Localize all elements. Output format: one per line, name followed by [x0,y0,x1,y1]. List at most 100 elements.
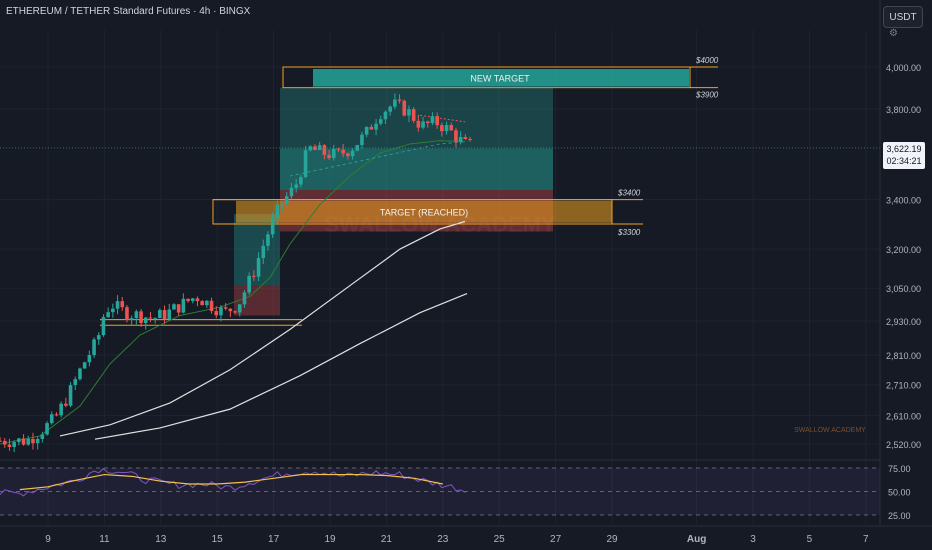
candle-body [35,438,40,444]
rsi-signal-line [19,473,443,491]
x-tick-label: 19 [324,534,336,545]
candle-body [153,318,157,320]
candle-body [280,203,284,205]
candle-body [421,121,425,128]
new-target-label: NEW TARGET [470,73,530,83]
y-tick-label: 3,400.00 [886,196,921,206]
candle-body [87,355,92,363]
position-profit-zone-2b [280,148,553,191]
y-tick-label: 2,810.00 [886,351,921,361]
x-tick-label: 15 [212,534,224,545]
new-target-box [313,69,689,87]
candle-body [78,368,82,380]
candle-body [92,339,96,356]
x-tick-label: 17 [268,534,280,545]
candle-body [115,301,120,309]
candle-body [317,145,322,150]
candles-group [0,93,472,453]
candle-body [0,440,2,442]
candle-body [266,234,270,246]
y-tick-label: 3,800.00 [886,105,921,115]
x-tick-label: 13 [155,534,167,545]
candle-body [294,184,298,188]
candle-body [458,137,463,142]
candle-body [120,301,125,308]
candle-body [275,204,280,219]
candle-body [346,153,350,157]
candle-body [49,414,54,424]
y-tick-label: 2,930.00 [886,317,921,327]
candle-body [219,307,223,316]
candle-body [341,149,345,154]
candle-body [31,438,35,444]
candle-body [190,298,195,302]
candle-body [45,423,49,435]
rsi-level-label: 50.00 [888,488,911,498]
candle-body [449,124,454,131]
candle-body [233,311,237,313]
candle-body [256,258,261,277]
x-tick-label: 21 [381,534,393,545]
x-tick-label: Aug [687,534,706,545]
candle-body [139,311,143,323]
position-profit-zone-2a [280,87,553,149]
candle-body [303,150,308,178]
candle-body [237,304,242,313]
x-tick-label: 25 [494,534,506,545]
candle-body [299,177,303,185]
small-watermark-text: SWALLOW ACADEMY [794,427,866,434]
candle-body [407,109,411,116]
candle-body [129,318,134,320]
candle-body [228,308,233,312]
candle-body [186,298,190,302]
x-tick-label: 23 [437,534,449,545]
candle-body [82,362,87,369]
candle-body [172,304,176,310]
ma-line-slow [94,293,468,440]
candle-body [331,148,336,158]
candle-body [162,310,167,320]
candle-body [350,150,355,157]
x-tick-label: 9 [45,534,51,545]
x-tick-label: 5 [807,534,813,545]
ema-line [0,140,466,445]
candle-body [176,304,181,313]
candle-body [336,148,341,150]
candle-body [111,308,115,313]
candle-body [40,434,45,439]
candle-body [416,120,421,128]
candle-body [2,440,7,445]
x-tick-label: 7 [863,534,869,545]
candle-body [205,300,209,306]
y-tick-label: 4,000.00 [886,63,921,73]
level-3400-label: $3400 [617,189,641,198]
candle-body [96,335,101,340]
target-reached-label: TARGET (REACHED) [380,208,468,218]
candle-body [167,309,172,320]
level-3900-label: $3900 [695,91,719,100]
position-loss-zone-1 [234,285,280,316]
candle-body [435,116,439,126]
candle-body [440,125,444,132]
candle-body [430,116,435,124]
rsi-line [0,467,466,497]
candle-body [125,307,129,320]
candle-body [242,292,247,305]
candle-body [364,126,369,135]
y-tick-label: 2,710.00 [886,381,921,391]
currency-button[interactable]: USDT [883,6,923,28]
price-axis-bg [880,0,932,550]
trend-dashed-line [289,141,466,177]
candle-body [181,298,186,313]
candle-body [252,275,256,277]
x-tick-label: 3 [750,534,756,545]
candle-body [64,403,68,406]
candle-body [411,109,416,121]
candle-body [383,111,388,120]
y-tick-label: 3,200.00 [886,245,921,255]
x-tick-label: 11 [99,534,110,545]
candle-body [26,438,31,445]
candle-body [393,99,397,107]
rsi-level-label: 75.00 [888,464,911,474]
